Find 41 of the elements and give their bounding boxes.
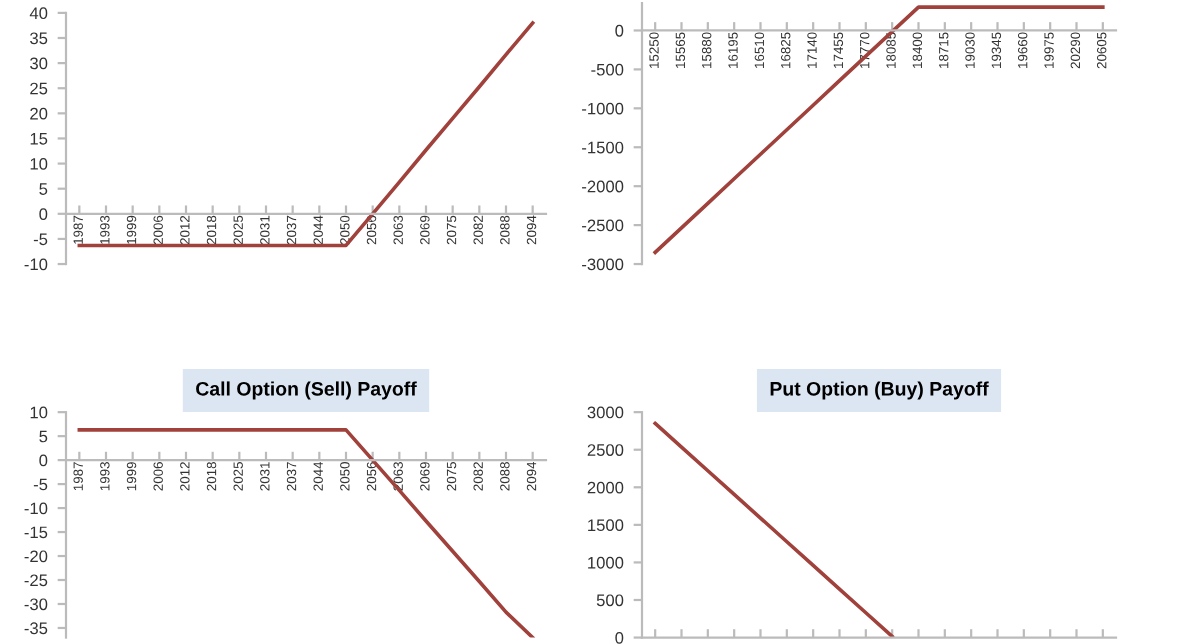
y-tick-label: 25 bbox=[30, 82, 48, 95]
y-tick-label: -15 bbox=[24, 526, 48, 539]
y-tick-label: -5 bbox=[33, 233, 48, 246]
y-tick-label: -25 bbox=[24, 574, 48, 587]
y-tick-label: -2500 bbox=[582, 219, 624, 232]
y-tick-label: 2000 bbox=[587, 481, 624, 494]
y-tick-label: 40 bbox=[29, 7, 48, 20]
line-series bbox=[77, 21, 535, 248]
line-series bbox=[77, 428, 535, 638]
line-series bbox=[653, 421, 894, 638]
y-tick-label: -2000 bbox=[582, 180, 624, 193]
y-tick-label: -20 bbox=[24, 550, 48, 563]
y-tick-label: -35 bbox=[24, 622, 48, 635]
y-tick-label: 15 bbox=[30, 133, 48, 145]
y-tick-label: 10 bbox=[30, 406, 48, 419]
line-series bbox=[653, 5, 1105, 255]
y-tick-label: -1000 bbox=[582, 102, 624, 115]
y-tick-label: 3000 bbox=[587, 406, 624, 419]
y-tick-label: 500 bbox=[596, 594, 624, 607]
y-tick-label: -1500 bbox=[582, 141, 624, 154]
y-tick-label: 2500 bbox=[587, 444, 624, 456]
y-tick-label: 0 bbox=[615, 24, 624, 37]
y-tick-label: 1500 bbox=[588, 519, 624, 532]
y-tick-label: 20 bbox=[30, 107, 48, 120]
y-tick-label: 0 bbox=[615, 631, 624, 644]
y-tick-label: -10 bbox=[24, 258, 48, 271]
y-tick-label: 1000 bbox=[588, 556, 624, 569]
y-tick-label: 0 bbox=[39, 208, 48, 221]
y-tick-label: 5 bbox=[39, 430, 48, 443]
chart-title: Call Option (Sell) Payoff bbox=[196, 381, 417, 400]
y-tick-label: 10 bbox=[30, 157, 48, 170]
y-tick-label: -3000 bbox=[582, 258, 624, 271]
y-tick-label: 5 bbox=[39, 183, 48, 195]
y-tick-label: -5 bbox=[33, 478, 48, 491]
y-tick-label: 0 bbox=[39, 454, 48, 467]
y-tick-label: -500 bbox=[591, 63, 624, 76]
y-tick-label: -30 bbox=[24, 598, 48, 611]
y-tick-label: 35 bbox=[30, 32, 48, 45]
y-tick-label: 30 bbox=[30, 57, 48, 70]
chart-title: Put Option (Buy) Payoff bbox=[770, 381, 989, 400]
y-tick-label: -10 bbox=[24, 502, 48, 515]
